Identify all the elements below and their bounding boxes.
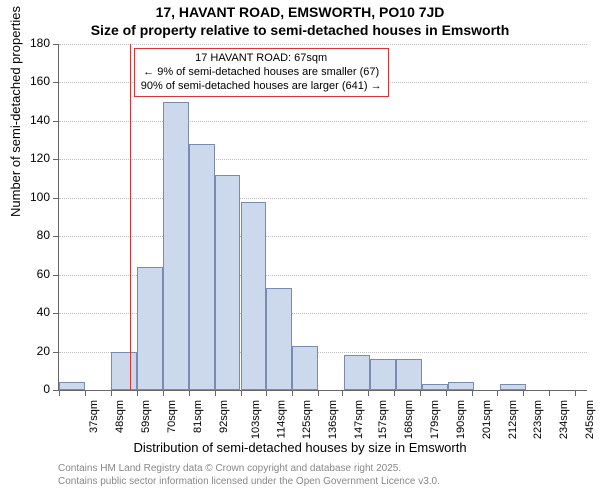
x-tick-label: 59sqm bbox=[140, 400, 152, 433]
histogram-bar bbox=[137, 267, 163, 390]
x-tick bbox=[342, 390, 343, 396]
x-tick bbox=[189, 390, 190, 396]
y-tick-label: 0 bbox=[10, 382, 50, 396]
x-tick bbox=[85, 390, 86, 396]
grid-line bbox=[59, 236, 587, 237]
y-tick bbox=[53, 44, 59, 45]
x-tick bbox=[523, 390, 524, 396]
y-tick bbox=[53, 82, 59, 83]
histogram-bar bbox=[111, 352, 137, 390]
y-tick-label: 160 bbox=[10, 74, 50, 88]
histogram-bar bbox=[344, 355, 370, 390]
x-tick-label: 125sqm bbox=[302, 400, 314, 439]
histogram-bar bbox=[500, 384, 526, 390]
credits-line-2: Contains public sector information licen… bbox=[58, 475, 440, 488]
histogram-bar bbox=[241, 202, 267, 390]
histogram-bar bbox=[266, 288, 292, 390]
histogram-bar bbox=[59, 382, 85, 390]
chart-title-main: 17, HAVANT ROAD, EMSWORTH, PO10 7JD bbox=[0, 4, 600, 20]
x-tick-label: 179sqm bbox=[429, 400, 441, 439]
x-tick-label: 201sqm bbox=[481, 400, 493, 439]
y-tick-label: 100 bbox=[10, 190, 50, 204]
annotation-line-2: ← 9% of semi-detached houses are smaller… bbox=[141, 66, 382, 80]
y-tick-label: 140 bbox=[10, 113, 50, 127]
x-tick-label: 136sqm bbox=[327, 400, 339, 439]
y-tick bbox=[53, 313, 59, 314]
x-tick bbox=[497, 390, 498, 396]
x-tick bbox=[420, 390, 421, 396]
x-axis-label: Distribution of semi-detached houses by … bbox=[0, 440, 600, 455]
y-tick-label: 20 bbox=[10, 344, 50, 358]
y-tick bbox=[53, 275, 59, 276]
annotation-line-3: 90% of semi-detached houses are larger (… bbox=[141, 80, 382, 94]
x-tick bbox=[318, 390, 319, 396]
histogram-bar bbox=[370, 359, 396, 390]
histogram-bar bbox=[292, 346, 318, 390]
y-tick-label: 60 bbox=[10, 267, 50, 281]
y-tick-label: 40 bbox=[10, 305, 50, 319]
histogram-bar bbox=[422, 384, 448, 390]
x-tick-label: 212sqm bbox=[507, 400, 519, 439]
histogram-bar bbox=[448, 382, 474, 390]
x-tick bbox=[163, 390, 164, 396]
x-tick-label: 157sqm bbox=[377, 400, 389, 439]
histogram-bar bbox=[215, 175, 241, 390]
x-tick-label: 92sqm bbox=[218, 400, 230, 433]
annotation-box: 17 HAVANT ROAD: 67sqm← 9% of semi-detach… bbox=[134, 48, 389, 97]
x-tick bbox=[446, 390, 447, 396]
x-tick-label: 223sqm bbox=[533, 400, 545, 439]
y-tick-label: 180 bbox=[10, 36, 50, 50]
x-tick-label: 245sqm bbox=[584, 400, 596, 439]
x-tick-label: 48sqm bbox=[114, 400, 126, 433]
x-tick-label: 103sqm bbox=[250, 400, 262, 439]
x-tick-label: 70sqm bbox=[166, 400, 178, 433]
y-tick-label: 80 bbox=[10, 228, 50, 242]
x-tick bbox=[292, 390, 293, 396]
y-tick bbox=[53, 198, 59, 199]
x-tick bbox=[575, 390, 576, 396]
y-tick bbox=[53, 352, 59, 353]
x-tick bbox=[549, 390, 550, 396]
x-tick-label: 190sqm bbox=[455, 400, 467, 439]
x-tick-label: 168sqm bbox=[403, 400, 415, 439]
x-tick bbox=[394, 390, 395, 396]
histogram-bar bbox=[396, 359, 422, 390]
x-tick-label: 234sqm bbox=[558, 400, 570, 439]
annotation-line-1: 17 HAVANT ROAD: 67sqm bbox=[141, 52, 382, 66]
credits-line-1: Contains HM Land Registry data © Crown c… bbox=[58, 462, 440, 475]
x-tick bbox=[215, 390, 216, 396]
x-tick bbox=[59, 390, 60, 396]
credits: Contains HM Land Registry data © Crown c… bbox=[58, 462, 440, 488]
x-tick bbox=[472, 390, 473, 396]
chart-title-sub: Size of property relative to semi-detach… bbox=[0, 22, 600, 38]
x-tick-label: 81sqm bbox=[192, 400, 204, 433]
plot-area: 17 HAVANT ROAD: 67sqm← 9% of semi-detach… bbox=[58, 44, 587, 391]
grid-line bbox=[59, 121, 587, 122]
histogram-bar bbox=[189, 144, 215, 390]
y-tick bbox=[53, 236, 59, 237]
x-tick-label: 37sqm bbox=[88, 400, 100, 433]
y-tick-label: 120 bbox=[10, 151, 50, 165]
x-tick bbox=[137, 390, 138, 396]
y-tick bbox=[53, 121, 59, 122]
y-tick bbox=[53, 159, 59, 160]
grid-line bbox=[59, 198, 587, 199]
x-tick-label: 147sqm bbox=[353, 400, 365, 439]
marker-line bbox=[130, 44, 131, 390]
grid-line bbox=[59, 159, 587, 160]
x-tick bbox=[266, 390, 267, 396]
histogram-bar bbox=[163, 102, 189, 390]
x-tick bbox=[241, 390, 242, 396]
x-tick bbox=[111, 390, 112, 396]
chart-container: 17, HAVANT ROAD, EMSWORTH, PO10 7JD Size… bbox=[0, 0, 600, 500]
x-tick bbox=[368, 390, 369, 396]
x-tick-label: 114sqm bbox=[275, 400, 287, 438]
grid-line bbox=[59, 44, 587, 45]
